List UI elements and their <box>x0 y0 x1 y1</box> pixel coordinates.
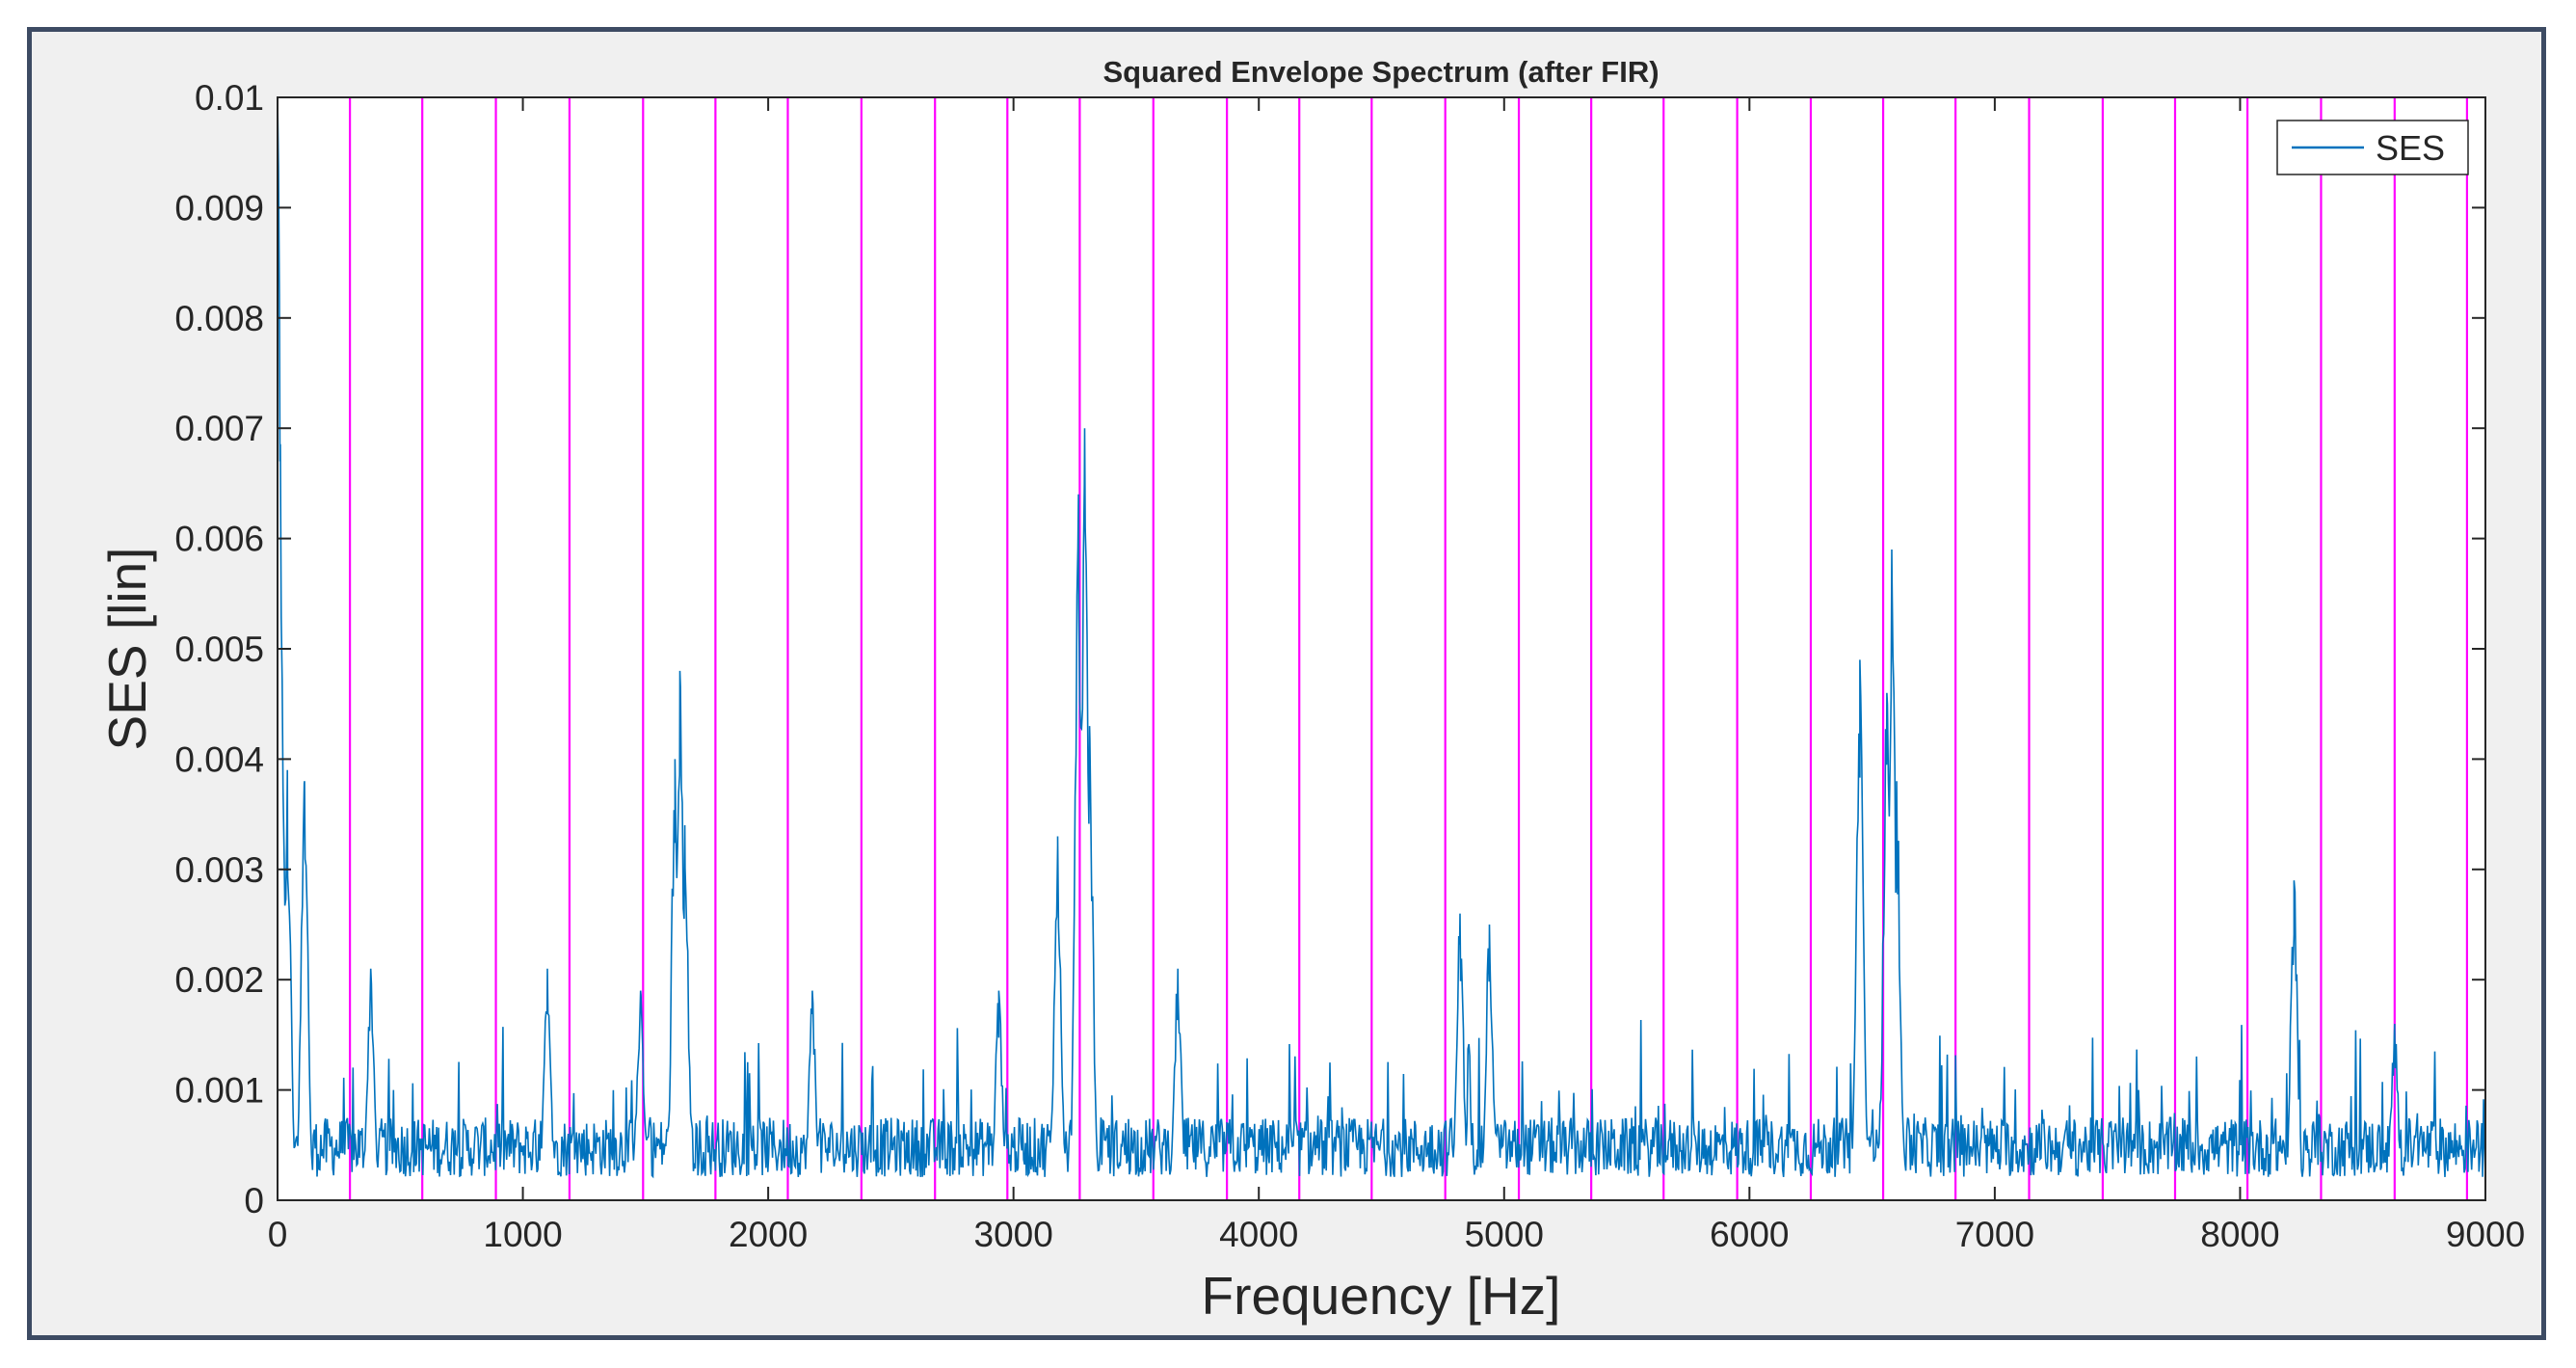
legend-box <box>2276 120 2469 175</box>
x-tick-label-6: 6000 <box>1710 1215 1789 1254</box>
legend-label-ses: SES <box>2376 128 2445 168</box>
y-tick-label-8: 0.008 <box>174 299 264 338</box>
y-tick-label-1: 0.001 <box>174 1071 264 1111</box>
y-tick-label-9: 0.009 <box>174 188 264 228</box>
plot-area <box>278 97 2485 1200</box>
y-tick-label-7: 0.007 <box>174 409 264 448</box>
y-tick-label-3: 0.003 <box>174 850 264 890</box>
series-layer <box>277 96 2486 1179</box>
series-line-ses <box>277 96 2486 1179</box>
x-tick-label-2: 2000 <box>729 1215 808 1254</box>
x-tick-label-4: 4000 <box>1219 1215 1298 1254</box>
harmonic-markers <box>348 97 2469 1200</box>
y-axis-title: SES [lin] <box>97 548 157 751</box>
y-tick-label-10: 0.01 <box>195 78 264 118</box>
x-tick-label-0: 0 <box>268 1215 288 1254</box>
x-tick-label-5: 5000 <box>1465 1215 1544 1254</box>
y-tick-label-4: 0.004 <box>174 739 264 779</box>
legend: SES <box>2276 120 2469 175</box>
x-tick-label-9: 9000 <box>2446 1215 2525 1254</box>
x-tick-label-7: 7000 <box>1955 1215 2034 1254</box>
chart-title: Squared Envelope Spectrum (after FIR) <box>1102 55 1659 89</box>
x-axis-title: Frequency [Hz] <box>1202 1266 1561 1326</box>
chart: 0 1000 2000 3000 4000 5000 6000 7000 8000 9000 0 0.… <box>97 55 2525 1326</box>
y-tick-label-2: 0.002 <box>174 960 264 1000</box>
x-tick-label-8: 8000 <box>2200 1215 2279 1254</box>
axis-ticks: 0 1000 2000 3000 4000 5000 6000 7000 8000 9000 0 0.… <box>174 78 2525 1254</box>
x-tick-label-1: 1000 <box>483 1215 562 1254</box>
y-tick-label-5: 0.005 <box>174 630 264 669</box>
figure-window: 0 1000 2000 3000 4000 5000 6000 7000 8000 9000 0 0.… <box>27 27 2546 1340</box>
y-tick-label-0: 0 <box>244 1181 264 1220</box>
x-tick-label-3: 3000 <box>974 1215 1053 1254</box>
y-tick-label-6: 0.006 <box>174 520 264 559</box>
